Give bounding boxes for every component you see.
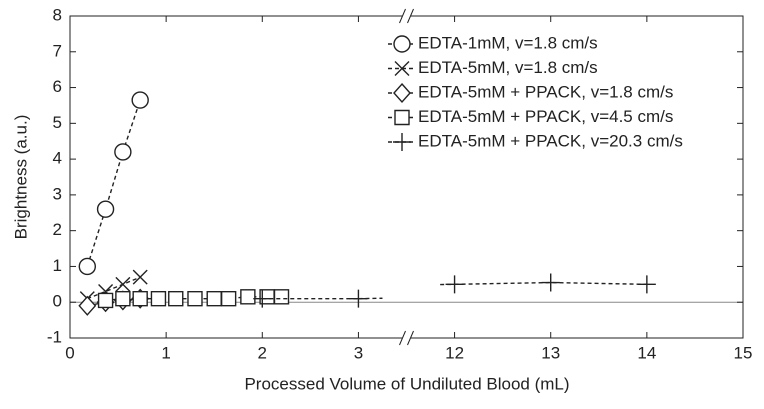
legend-marker	[393, 133, 411, 151]
axis-break-mark	[407, 330, 414, 346]
marker	[132, 269, 148, 285]
series-line	[86, 99, 141, 267]
marker	[168, 290, 184, 307]
x-tick-label: 2	[258, 343, 267, 362]
marker	[240, 289, 256, 305]
series-line	[87, 297, 141, 307]
x-tick-label: 1	[161, 343, 170, 362]
y-tick-label: 4	[53, 149, 62, 168]
series-line	[87, 276, 141, 300]
marker	[150, 290, 167, 307]
series-line	[262, 281, 647, 300]
marker	[114, 143, 132, 161]
legend-label: EDTA-5mM + PPACK, v=1.8 cm/s	[418, 82, 673, 101]
x-axis-label: Processed Volume of Undiluted Blood (mL)	[244, 374, 569, 393]
x-tick-label: 12	[445, 343, 464, 362]
marker	[253, 289, 272, 308]
y-tick-label: 0	[53, 292, 62, 311]
y-tick-label: 8	[53, 5, 62, 24]
x-tick-label: 15	[734, 343, 753, 362]
x-tick-label: 3	[354, 343, 363, 362]
marker	[349, 289, 368, 308]
legend-label: EDTA-5mM + PPACK, v=4.5 cm/s	[418, 107, 673, 126]
y-tick-label: 2	[53, 220, 62, 239]
marker	[97, 292, 114, 309]
axis-break-gap	[402, 8, 411, 24]
marker	[115, 276, 131, 292]
x-tick-label: 0	[65, 343, 74, 362]
marker	[445, 275, 464, 294]
legend-label: EDTA-5mM + PPACK, v=20.3 cm/s	[418, 131, 683, 150]
y-axis-label: Brightness (a.u.)	[11, 115, 30, 240]
x-tick-label: 13	[541, 343, 560, 362]
axis-break-mark	[407, 8, 414, 24]
legend-marker	[394, 61, 410, 76]
y-tick-label: 3	[53, 184, 62, 203]
marker	[637, 275, 656, 294]
marker	[131, 91, 149, 109]
y-tick-label: 5	[53, 113, 62, 132]
y-tick-label: 1	[53, 256, 62, 275]
legend-label: EDTA-5mM, v=1.8 cm/s	[418, 58, 598, 77]
marker	[187, 290, 203, 307]
axis-break-gap	[402, 330, 411, 346]
legend-marker	[393, 82, 411, 104]
axis-break-mark	[399, 8, 406, 24]
axis-break-mark	[399, 330, 406, 346]
y-tick-label: 7	[53, 41, 62, 60]
marker	[541, 273, 560, 292]
marker	[78, 295, 97, 316]
marker	[273, 289, 290, 305]
y-tick-label: -1	[47, 327, 62, 346]
x-tick-label: 14	[637, 343, 656, 362]
marker	[132, 290, 148, 307]
marker	[78, 257, 97, 276]
legend-label: EDTA-1mM, v=1.8 cm/s	[418, 33, 598, 52]
y-tick-label: 6	[53, 77, 62, 96]
marker	[115, 290, 131, 307]
legend-marker	[394, 109, 410, 126]
legend-marker	[393, 35, 411, 53]
marker	[96, 200, 115, 218]
marker	[220, 290, 237, 307]
marker	[206, 290, 222, 307]
